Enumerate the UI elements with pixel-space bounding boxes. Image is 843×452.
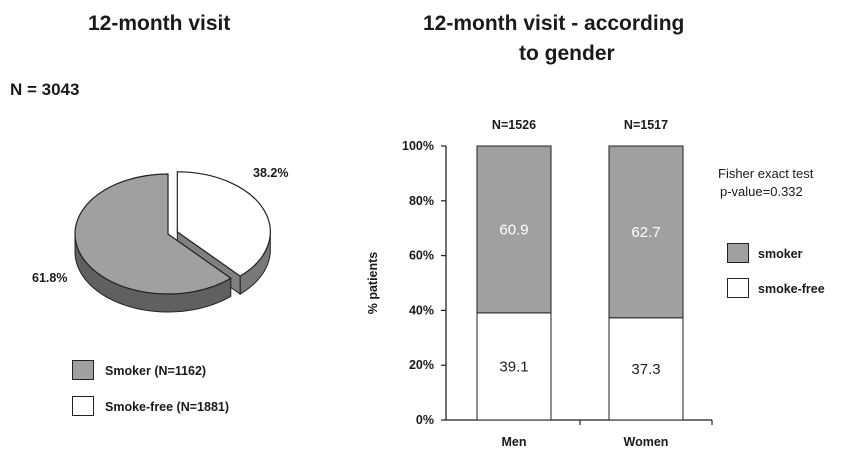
bar-segment-smoke-free-men bbox=[476, 312, 552, 421]
y-tick-label: 60% bbox=[409, 249, 434, 263]
bar-legend-swatch-smokefree bbox=[727, 278, 749, 298]
bar-segment-smoker-men bbox=[476, 145, 552, 314]
legend-label-smokefree: Smoke-free (N=1881) bbox=[105, 400, 230, 414]
bar-group-count: N=1526 bbox=[492, 118, 536, 132]
pie-label-smoker: 61.8% bbox=[32, 271, 68, 285]
x-tick-label: Women bbox=[624, 435, 669, 449]
bar-legend-label-smoker: smoker bbox=[758, 247, 803, 261]
bar-segment-smoke-free-women bbox=[608, 317, 684, 421]
legend-label-smoker: Smoker (N=1162) bbox=[105, 364, 207, 378]
y-tick-label: 0% bbox=[416, 413, 434, 427]
test-note-line2: p-value=0.332 bbox=[720, 184, 803, 199]
bar-legend-swatch-smoker bbox=[727, 243, 749, 263]
test-note-line1: Fisher exact test bbox=[718, 166, 814, 181]
bar-value-label: 37.3 bbox=[631, 361, 660, 378]
pie-slice-top bbox=[74, 173, 232, 295]
right-chart-title-line2: to gender bbox=[519, 42, 615, 65]
bar-chart-marks: 0% 20% 40% 60% 80% 100% % patients 39.1 60.9 Men N… bbox=[366, 118, 713, 449]
bar-group-count: N=1517 bbox=[624, 118, 668, 132]
legend-swatch-smokefree bbox=[72, 396, 94, 416]
right-chart-title-line1: 12-month visit - according bbox=[423, 12, 685, 35]
sample-size-label: N = 3043 bbox=[10, 80, 80, 99]
bar-segment-smoker-women bbox=[608, 145, 684, 319]
bar-value-label: 62.7 bbox=[631, 224, 660, 241]
pie-slice-smoker bbox=[74, 173, 232, 313]
left-chart-title: 12-month visit bbox=[88, 12, 231, 35]
y-axis-label: % patients bbox=[366, 252, 380, 315]
legend-swatch-smoker bbox=[72, 360, 94, 380]
y-tick-label: 100% bbox=[402, 139, 434, 153]
pie-label-smokefree: 38.2% bbox=[253, 166, 289, 180]
pie-slices bbox=[74, 171, 271, 313]
y-tick-label: 20% bbox=[409, 358, 434, 372]
bar-value-label: 39.1 bbox=[499, 358, 528, 375]
x-tick-label: Men bbox=[502, 435, 527, 449]
y-tick-label: 40% bbox=[409, 303, 434, 317]
bar-value-label: 60.9 bbox=[499, 221, 528, 238]
y-tick-label: 80% bbox=[409, 194, 434, 208]
bar-legend-label-smokefree: smoke-free bbox=[758, 282, 825, 296]
pie-slice-top bbox=[176, 171, 271, 277]
